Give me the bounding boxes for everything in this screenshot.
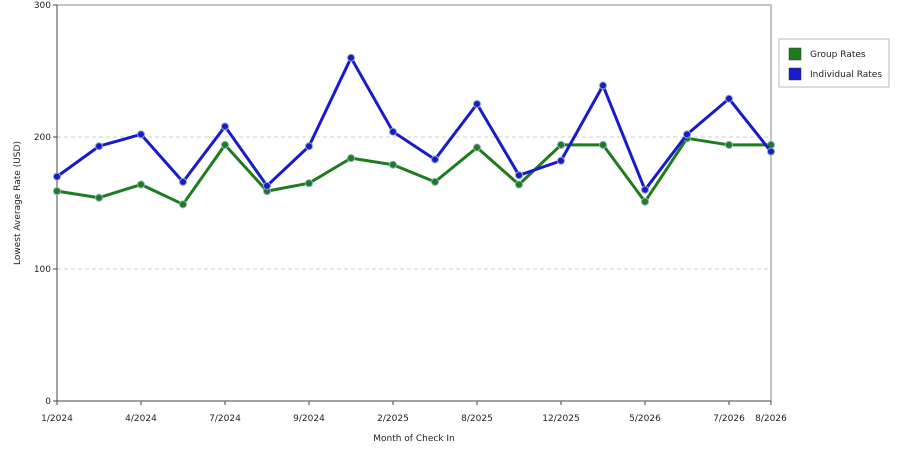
data-point bbox=[557, 140, 565, 149]
data-point bbox=[305, 179, 313, 188]
data-point bbox=[179, 200, 187, 209]
data-point bbox=[725, 140, 733, 149]
data-point bbox=[515, 180, 523, 189]
y-axis-label: Lowest Average Rate (USD) bbox=[13, 141, 23, 265]
x-tick-label: 9/2024 bbox=[293, 414, 325, 424]
legend-label: Group Rates bbox=[810, 50, 866, 60]
x-tick-label: 2/2025 bbox=[377, 414, 409, 424]
data-point bbox=[347, 154, 355, 163]
legend-label: Individual Rates bbox=[810, 70, 882, 80]
series-line bbox=[56, 136, 771, 206]
data-point bbox=[473, 100, 481, 108]
x-tick-label: 8/2025 bbox=[461, 414, 493, 424]
y-tick-label: 100 bbox=[34, 265, 51, 275]
y-tick-label: 0 bbox=[45, 397, 51, 407]
x-tick-label: 12/2025 bbox=[542, 414, 579, 424]
data-point bbox=[767, 147, 775, 156]
data-point bbox=[515, 171, 523, 180]
x-tick-label: 1/2024 bbox=[41, 414, 73, 424]
x-axis-label: Month of Check In bbox=[373, 434, 455, 444]
data-point bbox=[95, 142, 103, 151]
legend-swatch bbox=[788, 67, 802, 81]
data-point bbox=[641, 197, 649, 206]
plot-area bbox=[56, 4, 772, 402]
data-point bbox=[95, 193, 103, 202]
x-tick-label: 4/2024 bbox=[125, 414, 157, 424]
data-point bbox=[305, 142, 313, 151]
data-point bbox=[263, 181, 271, 190]
data-point bbox=[179, 177, 187, 186]
series-line bbox=[56, 56, 773, 192]
data-point bbox=[389, 160, 397, 169]
data-point bbox=[641, 185, 649, 194]
data-point bbox=[221, 122, 229, 131]
y-tick-label: 300 bbox=[34, 1, 51, 11]
y-tick-label: 200 bbox=[34, 133, 51, 143]
x-tick-label: 8/2026 bbox=[755, 414, 787, 424]
data-point bbox=[137, 130, 145, 139]
data-point bbox=[53, 187, 61, 196]
data-point bbox=[347, 53, 355, 62]
x-tick-label: 5/2026 bbox=[629, 414, 661, 424]
data-point bbox=[221, 140, 229, 149]
x-tick-label: 7/2026 bbox=[713, 414, 745, 424]
data-point bbox=[53, 172, 61, 181]
data-point bbox=[683, 130, 691, 139]
data-point bbox=[473, 143, 481, 152]
data-point bbox=[599, 81, 607, 90]
x-tick-label: 7/2024 bbox=[209, 414, 241, 424]
data-point bbox=[431, 177, 439, 186]
data-point bbox=[431, 155, 439, 164]
data-point bbox=[599, 140, 607, 149]
data-point bbox=[725, 94, 733, 103]
data-point bbox=[557, 156, 565, 165]
data-point bbox=[389, 127, 397, 136]
legend-swatch bbox=[788, 47, 802, 61]
data-point bbox=[137, 180, 145, 189]
